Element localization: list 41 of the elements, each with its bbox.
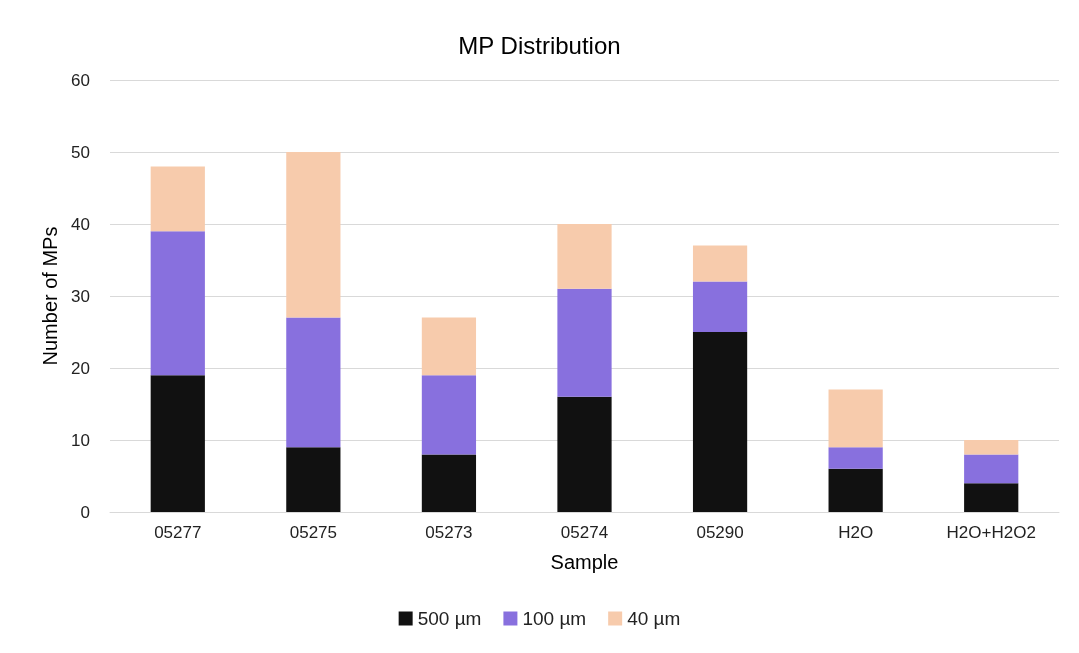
y-tick-label: 10: [71, 430, 90, 450]
y-tick-label: 30: [71, 286, 90, 306]
bar: [150, 375, 205, 512]
bar: [557, 288, 612, 397]
bar: [150, 231, 205, 376]
bar: [421, 375, 477, 455]
bar: [150, 166, 205, 232]
bar: [692, 281, 748, 332]
bar: [286, 317, 341, 448]
bar: [421, 317, 477, 376]
x-tick-label: 05273: [425, 523, 473, 542]
x-tick-label: 05275: [289, 523, 337, 542]
bar: [964, 454, 1019, 484]
x-tick-label: 05290: [696, 523, 744, 542]
y-tick-label: 40: [71, 214, 90, 234]
y-tick-label: 20: [71, 358, 90, 378]
x-tick-label: H2O+H2O2: [946, 523, 1036, 542]
y-tick-label: 50: [71, 142, 90, 162]
y-tick-label: 60: [71, 70, 90, 90]
x-axis-title: Sample: [550, 551, 619, 573]
x-tick-label: H2O: [838, 523, 874, 542]
bar: [964, 483, 1019, 512]
y-tick-label: 0: [80, 502, 90, 522]
bar: [828, 447, 883, 469]
bar: [286, 152, 341, 318]
bar: [286, 447, 341, 512]
bar: [692, 332, 748, 512]
bar: [828, 468, 883, 512]
bar: [557, 224, 612, 289]
bar: [692, 245, 748, 282]
bar: [964, 440, 1019, 455]
y-axis-title: Number of MPs: [39, 226, 62, 366]
legend-label: 100 µm: [522, 608, 587, 629]
bar: [828, 389, 883, 448]
bar: [421, 454, 477, 512]
x-tick-label: 05277: [154, 523, 202, 542]
bar: [557, 396, 612, 512]
x-tick-label: 05274: [560, 523, 609, 542]
legend-label: 500 µm: [417, 608, 482, 629]
chart-title: MP Distribution: [458, 31, 621, 59]
legend-label: 40 µm: [627, 608, 681, 629]
